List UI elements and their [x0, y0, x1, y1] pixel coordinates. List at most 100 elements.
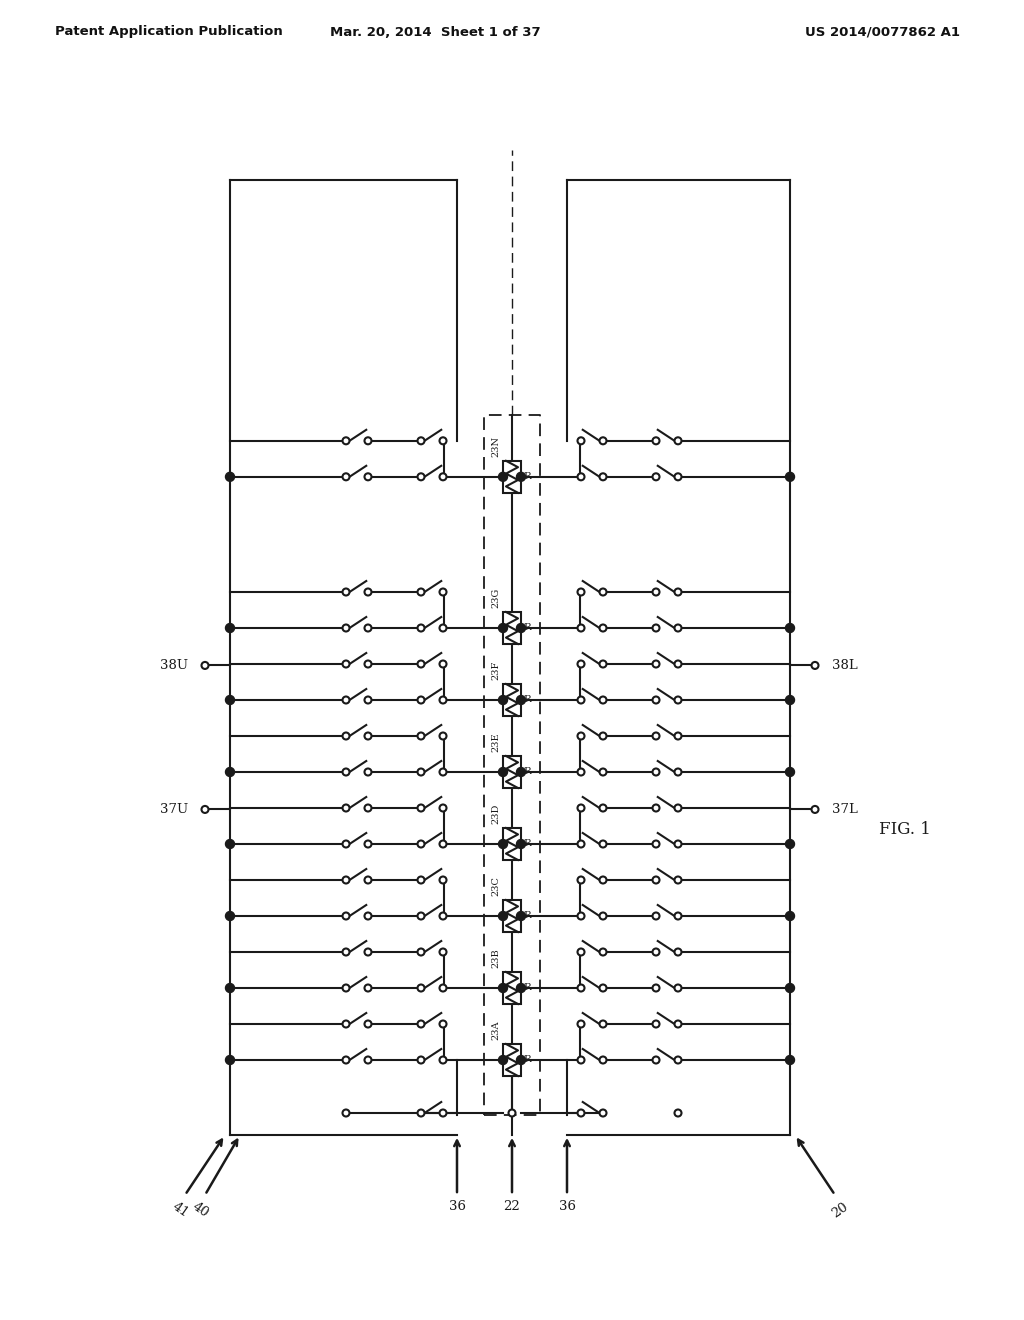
Text: R: R [523, 912, 530, 920]
Circle shape [439, 804, 446, 812]
Circle shape [439, 733, 446, 739]
Text: 36: 36 [449, 1200, 466, 1213]
Circle shape [418, 697, 425, 704]
Circle shape [675, 589, 682, 595]
Bar [503, 972, 521, 1005]
Circle shape [342, 876, 349, 883]
Circle shape [785, 912, 795, 920]
Circle shape [342, 589, 349, 595]
Circle shape [652, 1056, 659, 1064]
Circle shape [785, 767, 795, 776]
Text: R: R [523, 696, 530, 705]
Circle shape [785, 623, 795, 632]
Circle shape [418, 912, 425, 920]
Circle shape [599, 624, 606, 631]
Circle shape [365, 876, 372, 883]
Circle shape [675, 437, 682, 445]
Circle shape [439, 841, 446, 847]
Circle shape [342, 474, 349, 480]
Circle shape [578, 949, 585, 956]
Circle shape [439, 474, 446, 480]
Circle shape [418, 437, 425, 445]
Circle shape [439, 624, 446, 631]
Bar [503, 756, 521, 788]
Circle shape [578, 912, 585, 920]
Text: 23D: 23D [490, 804, 500, 824]
Circle shape [652, 841, 659, 847]
Circle shape [516, 473, 525, 482]
Circle shape [418, 1020, 425, 1027]
Circle shape [811, 661, 818, 669]
Circle shape [418, 474, 425, 480]
Circle shape [578, 437, 585, 445]
Circle shape [342, 985, 349, 991]
Circle shape [342, 733, 349, 739]
Circle shape [785, 983, 795, 993]
Text: 38U: 38U [160, 659, 188, 672]
Circle shape [499, 840, 508, 849]
Text: 23F: 23F [490, 660, 500, 680]
Circle shape [516, 840, 525, 849]
Circle shape [599, 589, 606, 595]
Text: 22: 22 [504, 1200, 520, 1213]
Circle shape [675, 733, 682, 739]
Circle shape [439, 985, 446, 991]
Text: 41: 41 [169, 1200, 190, 1220]
Circle shape [578, 985, 585, 991]
Bar [503, 461, 521, 492]
Circle shape [439, 1110, 446, 1117]
Circle shape [365, 1020, 372, 1027]
Circle shape [365, 841, 372, 847]
Circle shape [599, 1110, 606, 1117]
Bar [503, 1044, 521, 1076]
Circle shape [675, 1056, 682, 1064]
Circle shape [599, 768, 606, 776]
Bar [503, 612, 521, 644]
Circle shape [365, 985, 372, 991]
Circle shape [652, 876, 659, 883]
Circle shape [225, 767, 234, 776]
Text: 20: 20 [829, 1200, 851, 1220]
Circle shape [439, 949, 446, 956]
Circle shape [418, 1056, 425, 1064]
Text: 23A: 23A [490, 1020, 500, 1040]
Circle shape [675, 624, 682, 631]
Circle shape [418, 985, 425, 991]
Circle shape [516, 623, 525, 632]
Circle shape [675, 697, 682, 704]
Text: Patent Application Publication: Patent Application Publication [55, 25, 283, 38]
Circle shape [418, 660, 425, 668]
Circle shape [785, 840, 795, 849]
Circle shape [516, 983, 525, 993]
Circle shape [652, 949, 659, 956]
Circle shape [675, 660, 682, 668]
Circle shape [365, 1056, 372, 1064]
Text: 23E: 23E [490, 733, 500, 752]
Circle shape [578, 804, 585, 812]
Circle shape [499, 473, 508, 482]
Text: 23G: 23G [490, 587, 500, 609]
Circle shape [578, 733, 585, 739]
Circle shape [365, 768, 372, 776]
Bar [503, 684, 521, 715]
Text: 23B: 23B [490, 948, 500, 968]
Text: 36: 36 [558, 1200, 575, 1213]
Circle shape [652, 437, 659, 445]
Circle shape [342, 912, 349, 920]
Circle shape [578, 1056, 585, 1064]
Circle shape [418, 1110, 425, 1117]
Circle shape [675, 1110, 682, 1117]
Circle shape [652, 768, 659, 776]
Circle shape [516, 1056, 525, 1064]
Circle shape [652, 1020, 659, 1027]
Circle shape [578, 474, 585, 480]
Circle shape [578, 624, 585, 631]
Text: R: R [523, 1056, 530, 1064]
Circle shape [811, 807, 818, 813]
Circle shape [599, 660, 606, 668]
Circle shape [516, 912, 525, 920]
Circle shape [675, 768, 682, 776]
Circle shape [675, 1020, 682, 1027]
Circle shape [439, 1020, 446, 1027]
Circle shape [578, 1020, 585, 1027]
